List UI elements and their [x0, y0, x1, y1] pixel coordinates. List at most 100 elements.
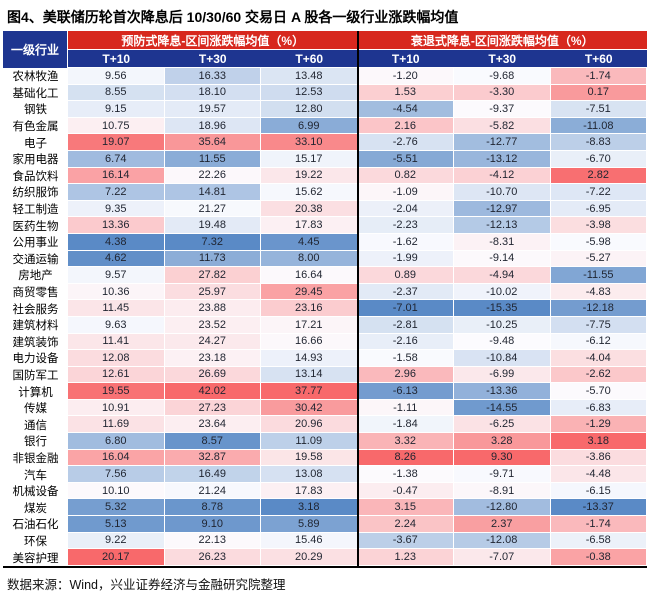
- value-cell: -4.12: [454, 167, 551, 185]
- table-row: 电力设备 12.08 23.18 14.93 -1.58 -10.84 -4.04: [3, 350, 647, 367]
- value-cell: 17.83: [261, 217, 358, 234]
- table-row: 农林牧渔 9.56 16.33 13.48 -1.20 -9.68 -1.74: [3, 68, 647, 85]
- value-cell: -5.51: [357, 150, 454, 168]
- table-row: 商贸零售 10.36 25.97 29.45 -2.37 -10.02 -4.83: [3, 283, 647, 301]
- value-cell: -9.48: [454, 333, 551, 351]
- industry-label: 基础化工: [3, 84, 68, 102]
- industry-label: 农林牧渔: [3, 68, 68, 85]
- value-cell: -10.02: [454, 283, 551, 301]
- value-cell: 3.15: [357, 499, 454, 517]
- value-cell: 16.14: [68, 167, 165, 185]
- value-cell: 10.36: [68, 283, 165, 301]
- value-cell: 21.27: [164, 200, 261, 218]
- half-divider: [357, 31, 359, 566]
- value-cell: 16.66: [261, 333, 358, 351]
- table-header: 一级行业 预防式降息-区间涨跌幅均值（%） 衰退式降息-区间涨跌幅均值（%） T…: [3, 31, 647, 68]
- table-body: 农林牧渔 9.56 16.33 13.48 -1.20 -9.68 -1.74 基础化工 8.5…: [3, 68, 647, 566]
- value-cell: 9.22: [68, 532, 165, 550]
- table-row: 公用事业 4.38 7.32 4.45 -1.62 -8.31 -5.98: [3, 233, 647, 251]
- value-cell: -6.15: [550, 482, 647, 500]
- industry-label: 建筑材料: [3, 316, 68, 334]
- value-cell: -2.37: [357, 283, 454, 301]
- value-cell: 8.00: [261, 250, 358, 268]
- value-cell: -1.58: [357, 350, 454, 367]
- value-cell: 12.53: [261, 84, 358, 102]
- table-row: 基础化工 8.55 18.10 12.53 1.53 -3.30 0.17: [3, 84, 647, 102]
- table-row: 机械设备 10.10 21.24 17.83 -0.47 -8.91 -6.15: [3, 482, 647, 500]
- table-row: 家用电器 6.74 11.55 15.17 -5.51 -13.12 -6.70: [3, 150, 647, 168]
- table-row: 食品饮料 16.14 22.26 19.22 0.82 -4.12 2.82: [3, 167, 647, 185]
- value-cell: 23.64: [164, 416, 261, 434]
- value-cell: -6.99: [454, 366, 551, 384]
- value-cell: 7.32: [164, 233, 261, 251]
- value-cell: 33.10: [261, 134, 358, 151]
- value-cell: 13.48: [261, 68, 358, 85]
- value-cell: 23.52: [164, 316, 261, 334]
- table-row: 医药生物 13.36 19.48 17.83 -2.23 -12.13 -3.98: [3, 217, 647, 234]
- industry-label: 社会服务: [3, 300, 68, 317]
- value-cell: -6.70: [550, 150, 647, 168]
- value-cell: -2.62: [550, 366, 647, 384]
- value-cell: 9.10: [164, 516, 261, 533]
- value-cell: 17.21: [261, 316, 358, 334]
- value-cell: 19.55: [68, 383, 165, 400]
- value-cell: -11.55: [550, 267, 647, 284]
- value-cell: -12.97: [454, 200, 551, 218]
- value-cell: -3.30: [454, 84, 551, 102]
- value-cell: 14.93: [261, 350, 358, 367]
- value-cell: 0.17: [550, 84, 647, 102]
- value-cell: -15.35: [454, 300, 551, 317]
- table-row: 交通运输 4.62 11.73 8.00 -1.99 -9.14 -5.27: [3, 250, 647, 268]
- value-cell: -4.83: [550, 283, 647, 301]
- value-cell: -5.27: [550, 250, 647, 268]
- value-cell: 2.24: [357, 516, 454, 533]
- value-cell: -2.04: [357, 200, 454, 218]
- value-cell: 11.69: [68, 416, 165, 434]
- industry-label: 电子: [3, 134, 68, 151]
- value-cell: 13.14: [261, 366, 358, 384]
- col-header-t10-recessionary: T+10: [357, 50, 454, 67]
- table-row: 社会服务 11.45 23.88 23.16 -7.01 -15.35 -12.18: [3, 300, 647, 317]
- value-cell: 4.45: [261, 233, 358, 251]
- value-cell: 1.53: [357, 84, 454, 102]
- value-cell: 6.99: [261, 117, 358, 135]
- value-cell: -6.83: [550, 399, 647, 417]
- value-cell: -2.16: [357, 333, 454, 351]
- value-cell: 17.83: [261, 482, 358, 500]
- value-cell: -1.29: [550, 416, 647, 434]
- industry-label: 轻工制造: [3, 200, 68, 218]
- table-row: 国防军工 12.61 26.69 13.14 2.96 -6.99 -2.62: [3, 366, 647, 384]
- value-cell: 30.42: [261, 399, 358, 417]
- value-cell: 8.78: [164, 499, 261, 517]
- value-cell: -12.08: [454, 532, 551, 550]
- value-cell: 11.09: [261, 433, 358, 450]
- value-cell: 11.55: [164, 150, 261, 168]
- value-cell: -1.84: [357, 416, 454, 434]
- value-cell: 3.18: [261, 499, 358, 517]
- value-cell: 26.69: [164, 366, 261, 384]
- industry-label: 传媒: [3, 399, 68, 417]
- value-cell: -5.82: [454, 117, 551, 135]
- value-cell: 27.82: [164, 267, 261, 284]
- value-cell: -2.81: [357, 316, 454, 334]
- value-cell: 20.38: [261, 200, 358, 218]
- table-row: 钢铁 9.15 19.57 12.80 -4.54 -9.37 -7.51: [3, 101, 647, 118]
- value-cell: 3.32: [357, 433, 454, 450]
- table-row: 房地产 9.57 27.82 16.64 0.89 -4.94 -11.55: [3, 267, 647, 284]
- col-header-t30-recessionary: T+30: [454, 50, 551, 67]
- value-cell: -12.13: [454, 217, 551, 234]
- value-cell: -4.48: [550, 466, 647, 483]
- industry-label: 国防军工: [3, 366, 68, 384]
- value-cell: -3.86: [550, 449, 647, 467]
- industry-label: 家用电器: [3, 150, 68, 168]
- value-cell: 16.33: [164, 68, 261, 85]
- value-cell: 9.15: [68, 101, 165, 118]
- table-row: 通信 11.69 23.64 20.96 -1.84 -6.25 -1.29: [3, 416, 647, 434]
- value-cell: 20.17: [68, 549, 165, 566]
- value-cell: 8.55: [68, 84, 165, 102]
- value-cell: -1.20: [357, 68, 454, 85]
- value-cell: -6.95: [550, 200, 647, 218]
- value-cell: 2.96: [357, 366, 454, 384]
- value-cell: 16.04: [68, 449, 165, 467]
- value-cell: 16.64: [261, 267, 358, 284]
